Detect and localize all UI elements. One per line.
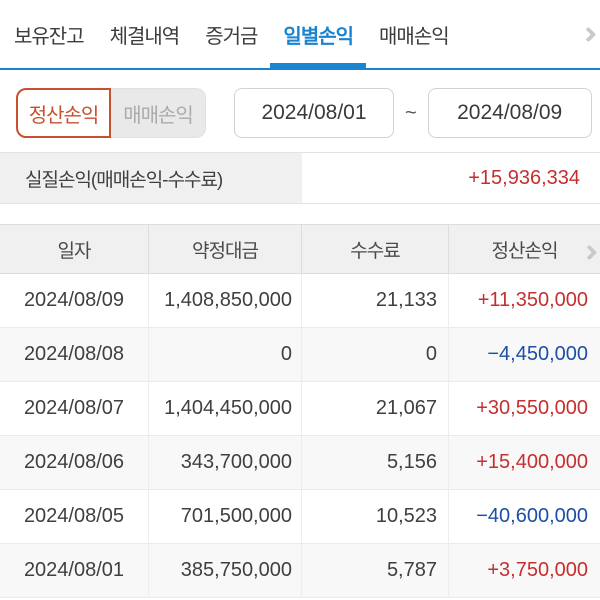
cell-date: 2024/08/01 [23, 559, 125, 581]
cell-date: 2024/08/05 [23, 505, 125, 527]
toggle-trading-pnl[interactable]: 매매손익 [111, 88, 206, 138]
cell-fee: 21,067 [301, 382, 448, 435]
cell-date: 2024/08/08 [23, 343, 125, 365]
pnl-mode-toggle: 정산손익 매매손익 [16, 88, 206, 138]
date-from-input[interactable]: 2024/08/01 [234, 88, 394, 138]
cell-pnl: +30,550,000 [448, 382, 600, 435]
table-row: 2024/08/06 343,700,000 5,156 +15,400,000 [0, 436, 600, 490]
cell-amount: 343,700,000 [148, 436, 301, 489]
cell-pnl: −40,600,000 [448, 490, 600, 543]
table-row: 2024/08/09 1,408,850,000 21,133 +11,350,000 [0, 274, 600, 328]
toggle-settlement-pnl[interactable]: 정산손익 [16, 88, 111, 138]
cell-pnl: +15,400,000 [448, 436, 600, 489]
tab-daily-pnl[interactable]: 일별손익 [270, 0, 366, 70]
tab-overflow-chevron-icon[interactable] [580, 26, 597, 45]
filter-row: 정산손익 매매손익 2024/08/01 ~ 2024/08/09 [16, 88, 600, 138]
tab-holdings[interactable]: 보유잔고 [14, 25, 85, 48]
tab-trading-pnl[interactable]: 매매손익 [379, 25, 450, 48]
cell-fee: 5,787 [301, 544, 448, 597]
table-row: 2024/08/08 0 0 −4,450,000 [0, 328, 600, 382]
date-to-input[interactable]: 2024/08/09 [427, 88, 592, 138]
table-header: 일자 약정대금 수수료 정산손익 [0, 224, 600, 274]
tab-margin[interactable]: 증거금 [205, 25, 258, 48]
cell-date: 2024/08/07 [23, 397, 125, 419]
tab-executions[interactable]: 체결내역 [109, 25, 181, 48]
cell-amount: 701,500,000 [148, 490, 301, 543]
table-row: 2024/08/01 385,750,000 5,787 +3,750,000 [0, 544, 600, 598]
cell-fee: 0 [301, 328, 448, 381]
cell-fee: 5,156 [301, 436, 448, 489]
cell-amount: 385,750,000 [148, 544, 301, 597]
cell-pnl: +3,750,000 [448, 544, 600, 597]
daily-pnl-table: 일자 약정대금 수수료 정산손익 2024/08/09 1,408,850,000… [0, 224, 600, 598]
date-range-separator: ~ [405, 101, 417, 124]
cell-date: 2024/08/06 [23, 451, 125, 473]
chevron-right-icon [580, 26, 597, 43]
cell-fee: 10,523 [301, 490, 448, 543]
cell-pnl: −4,450,000 [448, 328, 600, 381]
net-pnl-value: +15,936,334 [468, 166, 580, 189]
cell-pnl: +11,350,000 [448, 274, 600, 327]
tab-bar: 보유잔고 체결내역 증거금 일별손익 매매손익 [0, 0, 600, 70]
table-body: 2024/08/09 1,408,850,000 21,133 +11,350,000… [0, 274, 600, 598]
cell-date: 2024/08/09 [23, 289, 125, 311]
table-row: 2024/08/07 1,404,450,000 21,067 +30,550,000 [0, 382, 600, 436]
net-pnl-summary: 실질손익(매매손익-수수료) +15,936,334 [0, 152, 600, 204]
table-row: 2024/08/05 701,500,000 10,523 −40,600,000 [0, 490, 600, 544]
cell-fee: 21,133 [301, 274, 448, 327]
header-settlement-pnl: 정산손익 [448, 225, 600, 273]
header-amount: 약정대금 [148, 225, 301, 273]
table-scroll-chevron-icon[interactable] [581, 242, 598, 264]
header-date: 일자 [57, 240, 92, 262]
header-fee: 수수료 [301, 225, 448, 273]
chevron-right-icon [581, 244, 598, 261]
net-pnl-label: 실질손익(매매손익-수수료) [0, 153, 302, 203]
cell-amount: 0 [148, 328, 301, 381]
header-settlement-pnl-label: 정산손익 [491, 240, 559, 262]
cell-amount: 1,404,450,000 [148, 382, 301, 435]
cell-amount: 1,408,850,000 [148, 274, 301, 327]
